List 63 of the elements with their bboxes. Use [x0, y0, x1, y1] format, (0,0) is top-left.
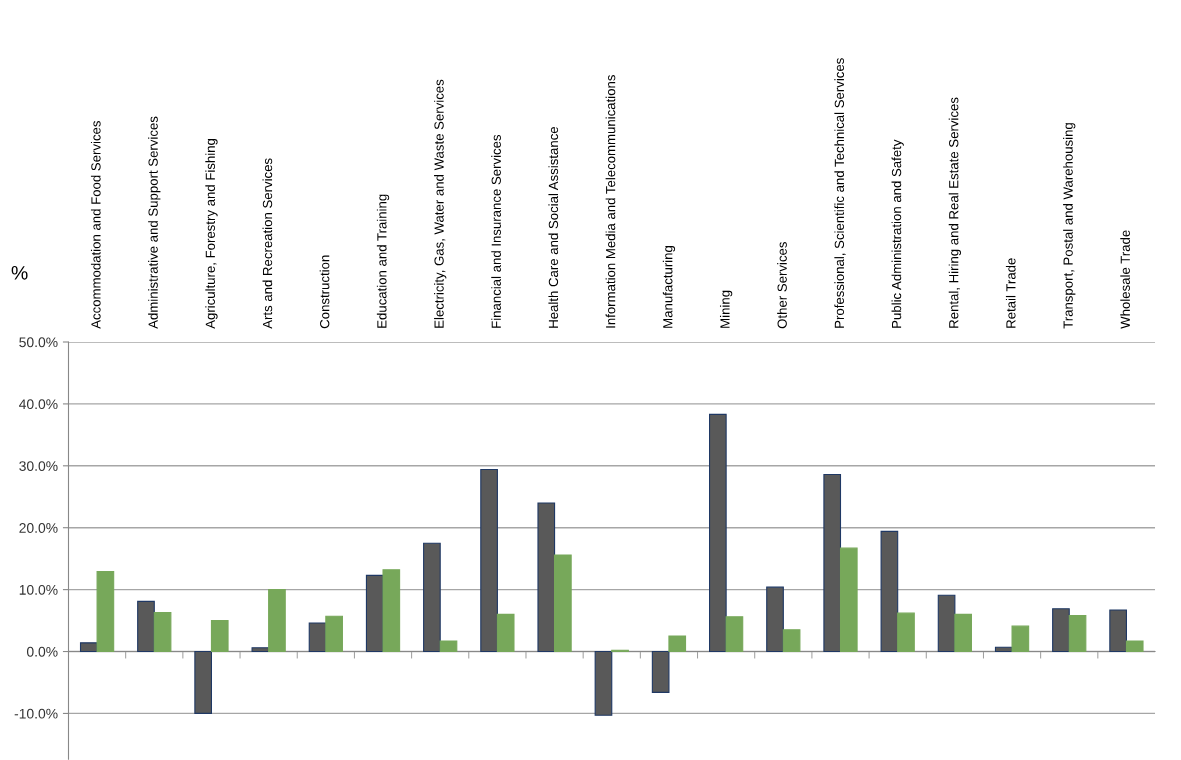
bar	[708, 413, 727, 653]
x-tick-label: Electricity, Gas, Water and Waste Services	[434, 79, 447, 328]
x-tick-label: Mining	[719, 290, 733, 328]
bar	[325, 615, 343, 653]
bar	[308, 622, 327, 653]
x-tick-label: Administrative and Support Services	[148, 116, 161, 329]
x-tick-label: Accommodation and Food Services	[90, 121, 101, 329]
bar	[210, 620, 229, 653]
x-tick-label: Manufacturing	[662, 246, 676, 328]
x-tick-label: Agriculture, Forestry and Fishing	[205, 138, 218, 329]
bar	[937, 594, 956, 653]
bar	[79, 642, 98, 653]
bar	[839, 547, 858, 653]
y-tick-label: 0.0%	[26, 646, 58, 657]
bar	[1125, 640, 1144, 653]
y-tick-label: 30.0%	[19, 461, 58, 471]
x-tick-label: Health Care and Social Assistance	[548, 126, 559, 328]
bar	[153, 611, 172, 653]
y-tick-label: 20.0%	[19, 523, 58, 533]
bar	[725, 616, 744, 653]
x-tick-label: Information Media and Telecommunications	[605, 75, 616, 328]
bar	[1109, 609, 1127, 653]
x-tick-label: Public Administration and Safety	[891, 139, 904, 328]
x-tick-label: Professional, Scientific and Technical Services	[834, 58, 846, 328]
bar	[480, 468, 498, 653]
x-tick-label: Rental, Hiring and Real Estate Services	[948, 97, 962, 328]
y-tick-label: -10.0%	[14, 708, 58, 719]
x-tick-label: Wholesale Trade	[1120, 230, 1130, 329]
bar	[96, 571, 115, 653]
bar	[382, 569, 401, 653]
bar	[823, 473, 842, 653]
bar	[554, 554, 572, 653]
bar	[194, 650, 213, 714]
bar	[439, 640, 458, 653]
bar	[594, 650, 613, 716]
y-tick-label: 10.0%	[19, 584, 58, 595]
x-tick-label: Financial and Insurance Services	[491, 134, 501, 328]
bar	[365, 574, 384, 653]
bar	[668, 635, 687, 653]
bar	[537, 502, 556, 653]
bar	[496, 613, 515, 653]
bar	[880, 530, 899, 653]
x-tick-label: Education and Training	[376, 194, 390, 328]
x-tick-label: Other Services	[777, 242, 787, 329]
bar	[423, 542, 441, 653]
bar	[954, 613, 973, 653]
y-axis-title: %	[11, 266, 28, 280]
bar	[251, 647, 270, 653]
bar	[897, 612, 915, 653]
bar	[1068, 615, 1087, 653]
bar	[651, 650, 670, 693]
x-tick-label: Construction	[319, 255, 330, 329]
x-tick-label: Arts and Recreation Services	[262, 158, 273, 329]
y-tick-label: 50.0%	[19, 337, 58, 348]
y-tick-label: 40.0%	[19, 399, 58, 410]
bar	[137, 600, 155, 653]
bar	[1052, 608, 1070, 653]
bar	[766, 586, 784, 653]
bar	[782, 629, 801, 653]
bar	[1011, 625, 1030, 653]
x-tick-label: Transport, Postal and Warehousing	[1063, 123, 1076, 329]
bar	[268, 589, 286, 653]
x-tick-label: Retail Trade	[1005, 258, 1016, 328]
